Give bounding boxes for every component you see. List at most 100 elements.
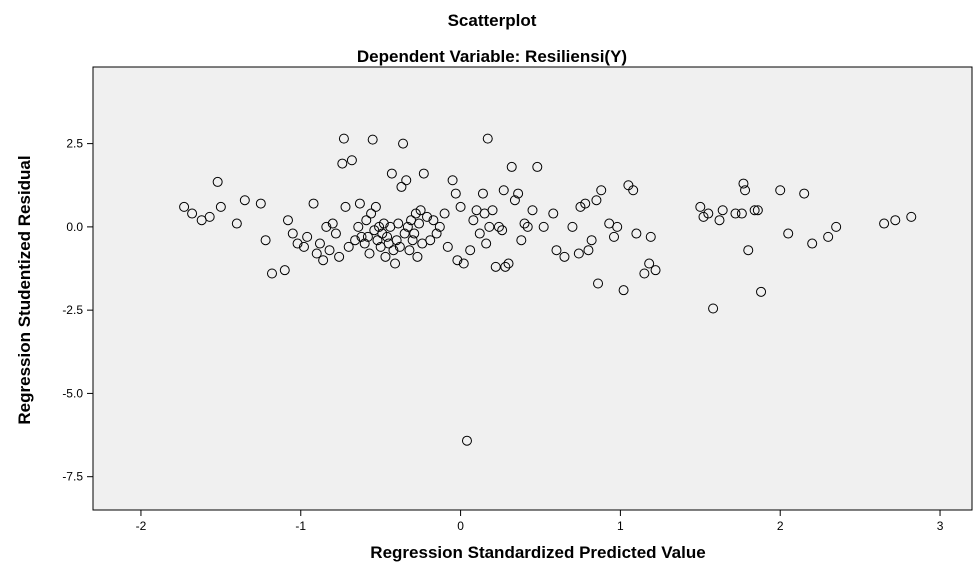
scatter-point	[231, 218, 242, 229]
x-axis: -2 -1 0 1 2 3	[136, 510, 944, 533]
y-axis: 2.5 0.0 -2.5 -5.0 -7.5	[62, 137, 93, 484]
scatter-point	[736, 208, 747, 219]
scatter-point	[879, 218, 890, 229]
scatter-point	[493, 221, 504, 232]
scatter-point	[372, 235, 383, 246]
scatter-point	[831, 221, 842, 232]
scatter-point	[609, 231, 620, 242]
scatter-point	[402, 221, 413, 232]
scatter-point	[370, 201, 381, 212]
x-tick-label: -2	[136, 519, 147, 533]
scatter-point	[422, 211, 433, 222]
scatter-point	[708, 303, 719, 314]
scatter-point	[783, 228, 794, 239]
scatter-point	[367, 134, 378, 145]
scatter-point	[591, 195, 602, 206]
scatter-point	[474, 228, 485, 239]
scatter-point	[215, 201, 226, 212]
scatter-point	[481, 238, 492, 249]
scatter-point	[386, 168, 397, 179]
scatter-point	[551, 245, 562, 256]
scatter-point	[298, 241, 309, 252]
scatter-point	[330, 228, 341, 239]
x-tick-label: 2	[777, 519, 784, 533]
scatter-point	[428, 215, 439, 226]
scatter-point	[393, 218, 404, 229]
scatter-point	[890, 215, 901, 226]
scatter-point	[380, 251, 391, 262]
scatter-point	[255, 198, 266, 209]
scatter-point	[394, 241, 405, 252]
scatter-point	[340, 201, 351, 212]
scatter-point	[703, 208, 714, 219]
scatter-point	[775, 185, 786, 196]
scatter-point	[586, 235, 597, 246]
scatter-point	[343, 241, 354, 252]
x-tick-label: 0	[457, 519, 464, 533]
scatter-point	[391, 235, 402, 246]
scatter-point	[487, 205, 498, 216]
scatter-point	[500, 261, 511, 272]
scatter-point	[279, 265, 290, 276]
scatter-point	[455, 201, 466, 212]
scatter-point	[442, 241, 453, 252]
scatter-point	[399, 228, 410, 239]
scatter-point	[318, 255, 329, 266]
scatter-point	[644, 258, 655, 269]
scatter-point	[527, 205, 538, 216]
scatter-point	[239, 195, 250, 206]
scatter-point	[465, 245, 476, 256]
scatter-point	[618, 285, 629, 296]
scatter-point	[516, 235, 527, 246]
scatter-point	[350, 235, 361, 246]
scatter-point	[717, 205, 728, 216]
x-tick-label: 1	[617, 519, 624, 533]
scatter-point	[414, 218, 425, 229]
scatter-point	[738, 178, 749, 189]
scatter-point	[740, 185, 751, 196]
scatter-point	[452, 255, 463, 266]
scatter-point	[596, 185, 607, 196]
y-tick-label: 2.5	[66, 137, 83, 151]
scatter-point	[468, 215, 479, 226]
scatter-point	[447, 175, 458, 186]
scatter-point	[807, 238, 818, 249]
scatter-point	[327, 218, 338, 229]
scatter-point	[645, 231, 656, 242]
scatter-point	[799, 188, 810, 199]
scatter-point	[266, 268, 277, 279]
scatter-point	[482, 133, 493, 144]
scatter-point	[338, 133, 349, 144]
scatter-point	[509, 195, 520, 206]
scatter-point	[366, 208, 377, 219]
scatter-point	[573, 248, 584, 259]
scatter-point	[538, 221, 549, 232]
scatter-point	[752, 205, 763, 216]
scatter-point	[431, 228, 442, 239]
scatter-point	[260, 235, 271, 246]
scatter-point	[401, 175, 412, 186]
chart-subtitle: Dependent Variable: Resiliensi(Y)	[357, 47, 627, 66]
scatter-point	[756, 286, 767, 297]
scatter-point	[287, 228, 298, 239]
scatter-point	[628, 185, 639, 196]
scatter-point	[398, 138, 409, 149]
scatter-point	[404, 245, 415, 256]
scatter-point	[324, 245, 335, 256]
scatter-point	[593, 278, 604, 289]
scatter-point	[425, 235, 436, 246]
scatter-point	[346, 155, 357, 166]
scatter-point	[906, 211, 917, 222]
scatter-point	[361, 215, 372, 226]
scatter-point	[519, 218, 530, 229]
plot-area	[92, 66, 973, 511]
scatter-point	[314, 238, 325, 249]
scatter-point	[458, 258, 469, 269]
scatter-point	[334, 251, 345, 262]
scatter-point	[461, 435, 472, 446]
scatter-point	[434, 221, 445, 232]
scatter-point	[311, 248, 322, 259]
scatter-point	[497, 225, 508, 236]
scatter-point	[382, 231, 393, 242]
